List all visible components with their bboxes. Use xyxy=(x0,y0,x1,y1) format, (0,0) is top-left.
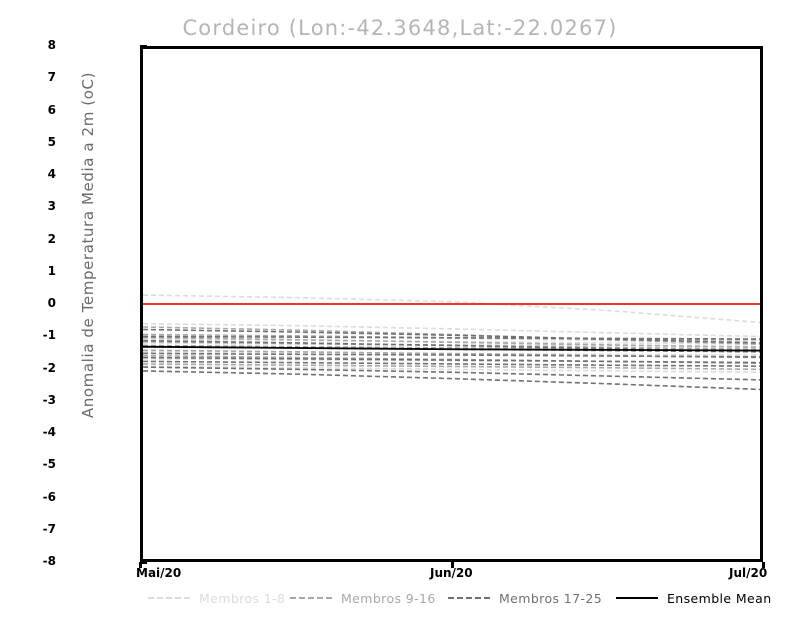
series-line xyxy=(143,295,760,322)
x-tick-mark xyxy=(450,562,454,568)
y-tick-label: 7 xyxy=(47,70,56,85)
x-tick-mark xyxy=(762,562,765,568)
series-line xyxy=(143,361,760,366)
y-tick-label: -3 xyxy=(42,392,56,407)
series-line xyxy=(143,366,760,372)
legend: Membros 1-8 Membros 9-16 Membros 17-25 Ense… xyxy=(0,588,800,610)
y-tick-label: -4 xyxy=(42,425,56,439)
legend-swatch-icon xyxy=(148,597,190,599)
legend-swatch-icon xyxy=(448,597,490,599)
legend-swatch-icon xyxy=(616,597,658,599)
x-tick-label: Jul/20 xyxy=(729,566,768,580)
legend-label: Ensemble Mean xyxy=(667,590,772,606)
legend-label: Membros 1-8 xyxy=(199,590,286,606)
series-line xyxy=(143,364,760,369)
y-axis-label: Anomalia de Temperatura Media a 2m (oC) xyxy=(79,71,97,419)
y-tick-label: -5 xyxy=(42,457,56,472)
plot-inner xyxy=(143,49,760,559)
series-line xyxy=(143,371,760,389)
y-tick-label: 3 xyxy=(47,199,56,214)
y-tick-label: -6 xyxy=(42,489,56,504)
legend-item: Membros 17-25 xyxy=(448,588,602,608)
legend-item: Membros 9-16 xyxy=(290,588,436,608)
y-tick-label: 8 xyxy=(47,38,56,52)
y-tick-label: 6 xyxy=(47,102,56,117)
y-tick-label: -8 xyxy=(42,554,56,568)
series-line xyxy=(143,367,760,380)
legend-label: Membros 17-25 xyxy=(499,590,603,606)
x-tick-label: Jun/20 xyxy=(430,566,473,580)
ensemble-mean-line xyxy=(143,347,760,351)
legend-swatch-icon xyxy=(290,597,332,599)
plot-area xyxy=(140,46,763,562)
y-tick-label: -2 xyxy=(42,360,56,375)
y-tick-label: 4 xyxy=(47,167,56,181)
series-line xyxy=(143,353,760,357)
series-line xyxy=(143,324,760,337)
series-line xyxy=(143,337,760,340)
y-tick-mark xyxy=(140,561,147,564)
series-line xyxy=(143,337,760,347)
y-tick-label: 0 xyxy=(47,296,56,310)
x-tick-mark xyxy=(139,562,142,568)
y-tick-label: -7 xyxy=(42,521,56,536)
y-tick-label: 1 xyxy=(47,263,56,278)
y-tick-label: 2 xyxy=(47,231,56,246)
series-canvas xyxy=(143,49,760,559)
y-tick-label: 5 xyxy=(47,134,56,149)
legend-item: Ensemble Mean xyxy=(616,588,772,608)
page-title: Cordeiro (Lon:-42.3648,Lat:-22.0267) xyxy=(182,16,618,40)
y-tick-label: -1 xyxy=(42,328,56,343)
x-tick-label: Mai/20 xyxy=(136,566,182,580)
series-line xyxy=(143,330,760,343)
legend-item: Membros 1-8 xyxy=(148,588,285,608)
series-line xyxy=(143,358,760,363)
legend-label: Membros 9-16 xyxy=(341,590,436,606)
